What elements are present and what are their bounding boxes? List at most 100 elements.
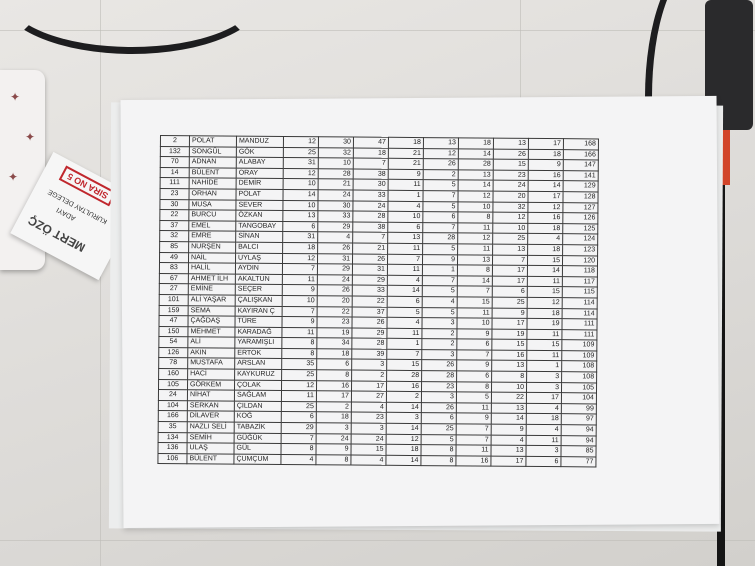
cell-score: 7 xyxy=(457,286,493,298)
cell-score: 9 xyxy=(456,328,492,340)
cell-total: 111 xyxy=(561,318,598,330)
cell-score: 12 xyxy=(527,201,563,213)
cell-first-name: GÖRKEM xyxy=(187,379,235,391)
cell-first-name: SEMA xyxy=(188,305,236,317)
cell-score: 6 xyxy=(492,286,528,298)
cell-total: 97 xyxy=(561,414,597,425)
cell-score: 4 xyxy=(351,401,387,413)
cell-score: 13 xyxy=(492,244,528,255)
cell-score: 13 xyxy=(457,254,493,266)
cell-score: 24 xyxy=(317,274,353,286)
cell-score: 16 xyxy=(527,212,563,224)
cell-score: 11 xyxy=(456,402,492,414)
cell-number: 83 xyxy=(159,262,189,274)
cell-last-name: BALCI xyxy=(235,242,283,253)
vote-table: 2 POLAT MANDUZ 12 30 47 18 13 18 13 17 168 132 SONGÜL… xyxy=(157,135,599,468)
cell-last-name: KAYKURUZ xyxy=(234,369,282,381)
cell-score: 4 xyxy=(387,200,423,212)
cell-score: 11 xyxy=(526,329,562,340)
cell-score: 11 xyxy=(457,307,493,319)
cell-score: 3 xyxy=(316,422,352,434)
cell-score: 19 xyxy=(491,328,527,340)
cell-first-name: EMEL xyxy=(188,220,236,232)
cell-total: 114 xyxy=(562,308,598,320)
cell-total: 124 xyxy=(562,234,598,245)
cell-score: 2 xyxy=(316,401,352,413)
cell-score: 29 xyxy=(351,327,387,339)
cell-first-name: SEMİH xyxy=(187,432,235,444)
cell-total: 109 xyxy=(561,339,597,351)
cell-score: 5 xyxy=(423,179,459,191)
cell-score: 3 xyxy=(351,423,387,434)
cell-score: 7 xyxy=(456,434,492,446)
cell-score: 12 xyxy=(457,233,493,245)
cell-score: 6 xyxy=(281,411,317,423)
cell-score: 11 xyxy=(387,243,423,255)
cell-score: 12 xyxy=(283,168,319,180)
cell-score: 7 xyxy=(353,158,389,170)
cell-score: 26 xyxy=(421,402,457,414)
cell-score: 32 xyxy=(318,147,354,159)
cell-last-name: ÇUMÇUM xyxy=(233,453,281,465)
cell-score: 12 xyxy=(492,212,528,224)
cell-score: 12 xyxy=(386,433,422,445)
cell-last-name: SAĞLAM xyxy=(234,390,282,402)
cell-score: 4 xyxy=(387,275,423,286)
cell-score: 21 xyxy=(352,242,388,254)
cell-first-name: NURŞEN xyxy=(188,241,236,253)
cell-first-name: NAZLI SELİ xyxy=(187,421,235,433)
cell-score: 11 xyxy=(387,264,423,276)
cell-score: 5 xyxy=(421,434,457,446)
cell-number: 159 xyxy=(159,304,189,316)
cell-score: 7 xyxy=(492,254,528,266)
cell-number: 132 xyxy=(160,146,190,157)
cell-score: 6 xyxy=(316,359,352,371)
cell-score: 37 xyxy=(352,306,388,318)
cell-score: 21 xyxy=(388,147,424,159)
cell-first-name: NAHİDE xyxy=(189,178,237,190)
cell-score: 31 xyxy=(282,231,318,243)
cell-score: 16 xyxy=(316,380,352,392)
cell-number: 134 xyxy=(158,432,188,443)
cell-score: 6 xyxy=(456,339,492,350)
cell-score: 47 xyxy=(353,137,389,148)
cell-score: 29 xyxy=(317,221,353,233)
cell-score: 10 xyxy=(492,222,528,234)
cell-score: 7 xyxy=(456,349,492,361)
cell-score: 18 xyxy=(388,137,424,149)
cell-first-name: EMRE xyxy=(188,231,236,243)
cell-last-name: POLAT xyxy=(235,189,284,201)
cell-score: 17 xyxy=(351,380,387,392)
cell-total: 108 xyxy=(561,371,597,383)
cell-score: 13 xyxy=(282,210,318,222)
cell-score: 24 xyxy=(317,189,354,201)
cell-score: 10 xyxy=(491,381,527,393)
cell-number: 78 xyxy=(158,357,188,369)
cell-score: 7 xyxy=(282,263,318,275)
cell-number: 70 xyxy=(160,156,190,168)
cell-score: 14 xyxy=(387,285,423,297)
cell-score: 17 xyxy=(528,138,564,150)
cell-score: 2 xyxy=(421,328,457,340)
cell-score: 7 xyxy=(422,222,458,234)
cell-score: 5 xyxy=(387,306,423,318)
cell-score: 16 xyxy=(386,380,422,392)
cell-score: 29 xyxy=(317,263,353,275)
cell-score: 17 xyxy=(491,318,528,330)
cell-total: 120 xyxy=(562,255,598,267)
cell-score: 15 xyxy=(457,296,493,308)
cell-total: 104 xyxy=(561,392,597,404)
cell-score: 15 xyxy=(386,359,422,371)
cell-score: 23 xyxy=(421,381,457,393)
cell-score: 21 xyxy=(388,158,424,170)
cell-score: 10 xyxy=(282,295,318,307)
cell-score: 14 xyxy=(528,180,564,192)
cell-last-name: TABAZİK xyxy=(234,422,282,434)
cell-score: 7 xyxy=(387,253,423,265)
cell-score: 3 xyxy=(386,412,422,424)
cell-score: 14 xyxy=(385,455,421,466)
cell-last-name: KAYIRAN Ç xyxy=(235,305,283,317)
cell-score: 2 xyxy=(386,391,422,403)
cell-score: 17 xyxy=(527,191,564,203)
cell-number: 27 xyxy=(159,283,189,295)
